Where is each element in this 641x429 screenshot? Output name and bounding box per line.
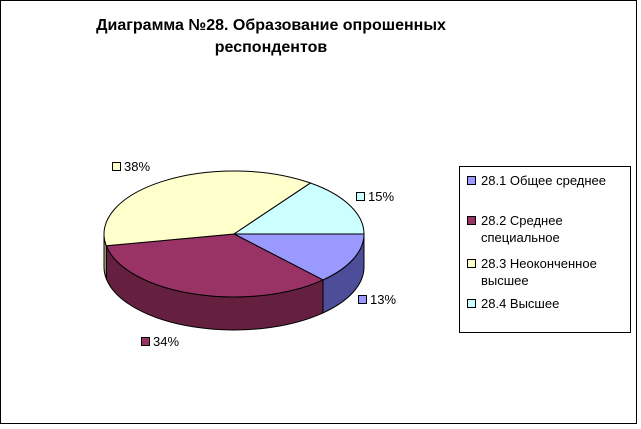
data-label-1: 13% [358,292,396,307]
pie-slice-4 [232,182,365,235]
chart-title: Диаграмма №28. Образование опрошенных ре… [61,15,481,59]
pie-slice-3 [103,170,312,247]
data-label-4-text: 15% [368,189,395,204]
data-label-3-text: 38% [124,159,151,174]
data-label-1-swatch [358,295,367,304]
legend-label-1-line-1: 28.1 Общее среднее [481,173,606,188]
legend-label-1: 28.1 Общее среднее [481,172,606,189]
legend-label-4: 28.4 Высшее [481,295,559,312]
chart-title-line-2: респондентов [214,39,328,56]
legend-swatch-2 [467,216,476,225]
legend: 28.1 Общее среднее 28.2 Среднее специаль… [459,166,631,333]
data-label-2-text: 34% [153,334,180,349]
data-label-1-text: 13% [370,292,397,307]
legend-label-4-line-1: 28.4 Высшее [481,296,560,311]
legend-label-2-line-2: специальное [481,230,560,245]
pie-tops [103,170,365,298]
data-label-4-swatch [356,192,365,201]
chart-title-line-1: Диаграмма №28. Образование опрошенных [96,17,446,34]
legend-label-2: 28.2 Среднее специальное [481,212,563,246]
data-label-3-swatch [112,162,121,171]
legend-swatch-1 [467,176,476,185]
legend-label-2-line-1: 28.2 Среднее [481,213,563,228]
data-label-3: 38% [112,159,150,174]
data-label-2-swatch [141,337,150,346]
data-label-2: 34% [141,334,179,349]
legend-label-3: 28.3 Неоконченное высшее [481,255,597,289]
legend-label-3-line-1: 28.3 Неоконченное [481,256,597,271]
legend-label-3-line-2: высшее [481,273,529,288]
data-label-4: 15% [356,189,394,204]
legend-swatch-3 [467,259,476,268]
pie-slice-2 [105,233,325,298]
legend-swatch-4 [467,299,476,308]
pie-slice-1 [233,233,365,281]
